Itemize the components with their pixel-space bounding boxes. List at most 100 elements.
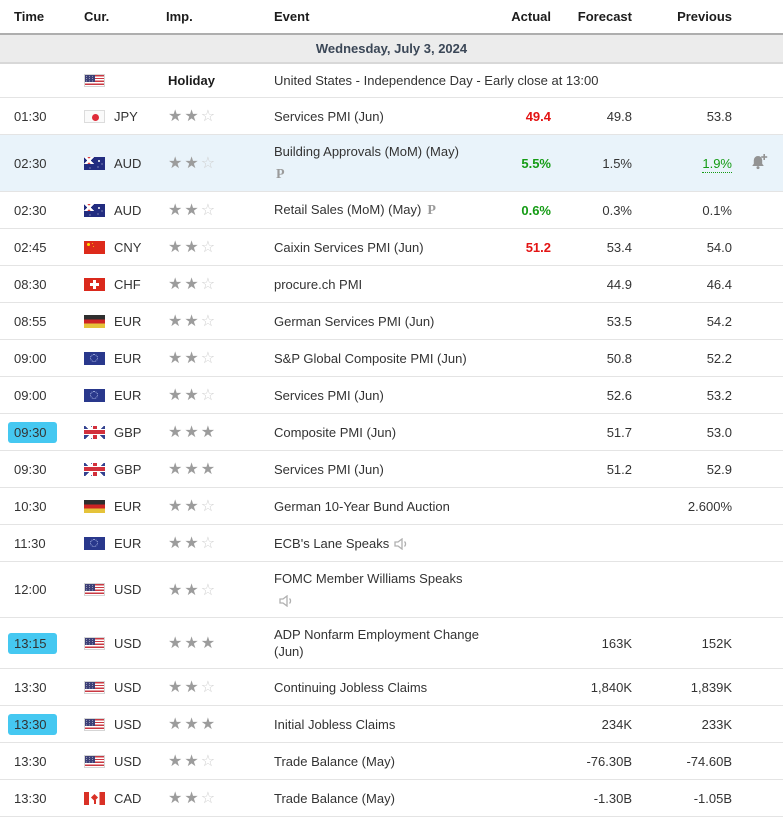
event-row[interactable]: 13:30 CAD ★★☆ Trade Balance (May) -1.30B -1.0… xyxy=(0,780,783,817)
forecast-value: 49.8 xyxy=(606,108,632,124)
event-time-cell: 02:30 xyxy=(0,192,84,229)
star-filled-icon: ★ xyxy=(184,461,201,478)
star-filled-icon: ★ xyxy=(184,108,201,125)
event-title[interactable]: procure.ch PMI xyxy=(274,276,363,292)
importance-cell: ★★☆ xyxy=(166,377,274,414)
event-time: 02:30 xyxy=(14,202,47,218)
currency-code: GBP xyxy=(114,461,142,477)
event-row[interactable]: 08:30 CHF ★★☆ procure.ch PMI 44.9 46.4 xyxy=(0,266,783,303)
event-title[interactable]: Caixin Services PMI (Jun) xyxy=(274,239,424,255)
star-filled-icon: ★ xyxy=(184,313,201,330)
event-title[interactable]: ECB's Lane Speaks xyxy=(274,535,390,551)
star-filled-icon: ★ xyxy=(200,424,218,441)
previous-value: 53.8 xyxy=(706,108,732,124)
event-row[interactable]: 12:00 USD ★★☆ FOMC Member Williams Speaks xyxy=(0,562,783,618)
event-row[interactable]: 08:55 EUR ★★☆ German Services PMI (Jun) 53.5… xyxy=(0,303,783,340)
forecast-cell: 53.4 xyxy=(553,229,634,266)
event-title[interactable]: Services PMI (Jun) xyxy=(274,461,384,477)
importance-cell: ★★☆ xyxy=(166,98,274,135)
event-cell: procure.ch PMI xyxy=(274,266,496,303)
currency-code: AUD xyxy=(114,155,142,171)
alert-cell xyxy=(734,743,783,780)
event-time-cell: 13:30 xyxy=(0,706,84,743)
event-row[interactable]: 11:30 EUR ★★☆ ECB's Lane Speaks xyxy=(0,525,783,562)
event-title[interactable]: German Services PMI (Jun) xyxy=(274,313,435,329)
currency-code: CHF xyxy=(114,276,141,292)
star-filled-icon: ★ xyxy=(168,108,185,125)
actual-value: 49.4 xyxy=(525,108,551,124)
previous-value: -1.05B xyxy=(693,790,732,806)
currency-code: USD xyxy=(114,716,142,732)
previous-cell: 46.4 xyxy=(634,266,734,303)
forecast-cell: 49.8 xyxy=(553,98,634,135)
event-row[interactable]: 09:00 EUR ★★☆ Services PMI (Jun) 52.6 53.2 xyxy=(0,377,783,414)
forecast-cell: 0.3% xyxy=(553,192,634,229)
event-time: 11:30 xyxy=(14,535,46,551)
previous-value: 152K xyxy=(701,635,732,651)
forecast-value: 1.5% xyxy=(602,155,632,171)
event-title[interactable]: FOMC Member Williams Speaks xyxy=(274,571,463,586)
holiday-row[interactable]: Holiday United States - Independence Day … xyxy=(0,63,783,98)
importance-cell: ★★☆ xyxy=(166,669,274,706)
event-title-line: German Services PMI (Jun) xyxy=(274,313,488,330)
previous-value: 52.2 xyxy=(706,350,732,366)
event-title[interactable]: Trade Balance (May) xyxy=(274,753,395,769)
event-cell: Services PMI (Jun) xyxy=(274,451,496,488)
forecast-cell: 1,840K xyxy=(553,669,634,706)
event-title[interactable]: ADP Nonfarm Employment Change (Jun) xyxy=(274,627,479,659)
currency-cell: GBP xyxy=(84,414,166,451)
event-title[interactable]: Retail Sales (MoM) (May) xyxy=(274,202,422,217)
ca-flag-icon xyxy=(84,791,105,805)
previous-value: 53.0 xyxy=(706,424,732,440)
event-title[interactable]: Services PMI (Jun) xyxy=(274,387,384,403)
event-title[interactable]: Services PMI (Jun) xyxy=(274,108,384,124)
alert-cell xyxy=(734,377,783,414)
event-row[interactable]: 09:00 EUR ★★☆ S&P Global Composite PMI (Jun… xyxy=(0,340,783,377)
event-title-line: Services PMI (Jun) xyxy=(274,387,488,404)
event-row[interactable]: 10:30 EUR ★★☆ German 10-Year Bund Auction 2.… xyxy=(0,488,783,525)
actual-cell: 0.6% xyxy=(496,192,553,229)
event-time-cell: 10:30 xyxy=(0,488,84,525)
event-row[interactable]: 02:30 AUD ★★☆ Building Approvals (MoM) (May… xyxy=(0,134,783,192)
previous-value: 1,839K xyxy=(690,679,732,695)
event-row[interactable]: 13:30 USD ★★☆ Continuing Jobless Claims 1,84… xyxy=(0,669,783,706)
event-row[interactable]: 09:30 GBP ★★★ Services PMI (Jun) 51.2 52.9 xyxy=(0,451,783,488)
importance-cell: ★★☆ xyxy=(166,192,274,229)
event-title[interactable]: Continuing Jobless Claims xyxy=(274,679,428,695)
currency-cell: EUR xyxy=(84,377,166,414)
previous-value[interactable]: 1.9% xyxy=(702,155,732,173)
event-title-line: Services PMI (Jun) xyxy=(274,108,488,125)
event-title-line: Composite PMI (Jun) xyxy=(274,424,488,441)
previous-value: 52.9 xyxy=(706,461,732,477)
star-filled-icon: ★ xyxy=(184,155,201,172)
event-title[interactable]: Composite PMI (Jun) xyxy=(274,424,397,440)
event-row[interactable]: 01:30 JPY ★★☆ Services PMI (Jun) 49.4 49.8 53.… xyxy=(0,98,783,135)
actual-cell xyxy=(496,488,553,525)
event-row[interactable]: 09:30 GBP ★★★ Composite PMI (Jun) 51.7 53.0 xyxy=(0,414,783,451)
event-row[interactable]: 13:30 USD ★★★ Initial Jobless Claims 234K 233… xyxy=(0,706,783,743)
event-title[interactable]: Trade Balance (May) xyxy=(274,790,395,806)
event-row[interactable]: 02:30 AUD ★★☆ Retail Sales (MoM) (May) P 0.6%… xyxy=(0,192,783,229)
event-title[interactable]: German 10-Year Bund Auction xyxy=(274,498,450,514)
previous-cell: -1.05B xyxy=(634,780,734,817)
importance-cell: ★★☆ xyxy=(166,743,274,780)
event-row[interactable]: 02:45 CNY ★★☆ Caixin Services PMI (Jun) 51.2… xyxy=(0,229,783,266)
forecast-cell xyxy=(553,562,634,618)
previous-cell: 152K xyxy=(634,618,734,669)
event-title[interactable]: S&P Global Composite PMI (Jun) xyxy=(274,350,467,366)
event-cell: United States - Independence Day - Early… xyxy=(274,63,783,98)
currency-code: EUR xyxy=(114,387,142,403)
event-title-line: Continuing Jobless Claims xyxy=(274,679,488,696)
previous-value: 54.0 xyxy=(706,239,732,255)
event-time-cell: 13:30 xyxy=(0,780,84,817)
importance-cell: ★★☆ xyxy=(166,229,274,266)
star-filled-icon: ★ xyxy=(168,313,185,330)
event-title-line: procure.ch PMI xyxy=(274,276,488,293)
event-row[interactable]: 13:15 USD ★★★ ADP Nonfarm Employment Change… xyxy=(0,618,783,669)
event-title-line: ECB's Lane Speaks xyxy=(274,535,488,552)
event-title[interactable]: Building Approvals (MoM) (May) xyxy=(274,144,459,159)
add-alert-button[interactable] xyxy=(750,153,768,170)
event-row[interactable]: 13:30 USD ★★☆ Trade Balance (May) -76.30B -74… xyxy=(0,743,783,780)
event-title[interactable]: Initial Jobless Claims xyxy=(274,716,396,732)
actual-cell xyxy=(496,266,553,303)
